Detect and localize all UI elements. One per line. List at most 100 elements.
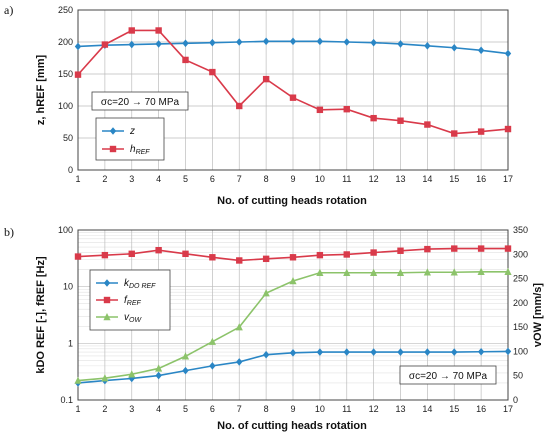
panel-b-x-tick-label: 3	[129, 404, 134, 414]
panel-b-x-axis-title: No. of cutting heads rotation	[217, 420, 367, 432]
panel-b-point-vow	[208, 337, 216, 345]
panel-a-x-tick-label: 1	[75, 174, 80, 184]
panel-a-point-href	[316, 106, 324, 114]
panel-b-point-kdo-ref	[236, 358, 243, 366]
panel-b-point-vow	[396, 268, 405, 276]
panel-b-point-fref	[477, 245, 485, 252]
panel-b-legend-label: fREF	[124, 295, 142, 307]
panel-a-point-href	[451, 130, 458, 137]
panel-a-point-z	[236, 38, 243, 46]
panel-b-x-tick-label: 7	[237, 404, 242, 414]
panel-b-legend-marker	[103, 279, 111, 287]
panel-b-point-kdo-ref	[370, 348, 377, 356]
panel-a-point-z	[504, 49, 512, 58]
panel-a-point-z	[262, 37, 270, 46]
panel-b-point-kdo-ref	[316, 348, 324, 356]
panel-a-point-z	[397, 40, 404, 48]
panel-b-x-tick-label: 8	[264, 404, 269, 414]
panel-b-point-kdo-ref	[343, 348, 350, 356]
panel-a-point-href	[182, 56, 189, 64]
panel-a-x-tick-label: 14	[422, 174, 432, 184]
panel-b-right-tick-label: 50	[513, 371, 523, 381]
panel-a-point-href	[370, 114, 377, 122]
panel-a-x-tick-label: 2	[102, 174, 107, 184]
panel-b-point-fref	[370, 249, 377, 256]
panel-b-point-vow	[128, 370, 136, 378]
panel-b-right-tick-label: 100	[513, 346, 528, 356]
panel-b-right-tick-label: 300	[513, 249, 528, 259]
panel-a-y-axis-title: z, hREF [mm]	[35, 55, 47, 126]
panel-b-point-kdo-ref	[209, 362, 216, 370]
panel-b-point-fref	[316, 251, 324, 259]
panel-b-point-kdo-ref	[397, 348, 404, 356]
panel-a-plot-frame	[77, 9, 509, 171]
panel-b-right-tick-label: 0	[513, 395, 518, 405]
panel-b-x-tick-label: 11	[342, 404, 351, 414]
panel-a-x-tick-label: 17	[503, 174, 513, 184]
panel-b-point-fref	[262, 255, 270, 263]
panel-b-point-fref	[209, 254, 216, 261]
panel-a-y-tick-label: 50	[63, 133, 73, 143]
panel-b-x-tick-label: 6	[210, 404, 215, 414]
panel-a-x-tick-label: 15	[449, 174, 459, 184]
panel-a-point-z	[209, 38, 216, 47]
panel-a-x-tick-label: 13	[395, 174, 405, 184]
panel-a-point-href	[236, 102, 243, 110]
panel-b-point-fref	[289, 254, 297, 261]
panel-b-legend-marker	[103, 296, 111, 304]
panel-a-y-tick-label: 100	[58, 101, 73, 111]
panel-b-right-axis-title: vOW [mm/s]	[532, 283, 544, 348]
panel-b-point-fref	[343, 251, 350, 258]
panel-a-y-tick-label: 150	[58, 69, 73, 79]
panel-a-label: a)	[4, 3, 13, 17]
panel-a-point-href	[155, 27, 162, 34]
panel-a-x-tick-label: 5	[183, 174, 188, 184]
panel-b-point-kdo-ref	[424, 348, 431, 356]
panel-b-left-tick-label: 100	[58, 225, 73, 235]
panel-a-x-tick-label: 12	[369, 174, 379, 184]
panel-b-legend-marker	[103, 313, 111, 321]
panel-b-x-tick-label: 16	[476, 404, 486, 414]
panel-a-x-tick-label: 8	[264, 174, 269, 184]
panel-b-point-fref	[451, 245, 458, 252]
panel-a-y-tick-label: 200	[58, 37, 73, 47]
panel-a-point-href	[397, 117, 404, 124]
panel-b-x-tick-label: 1	[75, 404, 80, 414]
panel-b-point-fref	[504, 245, 512, 252]
panel-a-point-href	[477, 128, 485, 135]
panel-b-point-vow	[74, 376, 82, 384]
panel-b-point-vow	[262, 289, 270, 297]
panel-a-x-tick-label: 9	[290, 174, 295, 184]
panel-b-right-tick-label: 350	[513, 225, 528, 235]
panel-a-legend-label: hREF	[130, 144, 150, 156]
panel-b-point-vow	[235, 323, 243, 331]
panel-b-point-kdo-ref	[155, 371, 162, 380]
panel-b-point-fref	[101, 251, 109, 259]
panel-b-point-fref	[424, 245, 431, 253]
panel-a-point-z	[182, 39, 189, 48]
panel-a-point-z	[289, 37, 297, 46]
panel-b-point-vow	[423, 268, 431, 276]
panel-b-point-vow	[101, 374, 109, 382]
panel-a-point-z	[424, 42, 431, 50]
panel-a-point-href	[128, 27, 135, 34]
panel-a-point-href	[101, 41, 109, 48]
panel-a-point-z	[316, 37, 324, 46]
panel-b-label: b)	[4, 225, 14, 239]
panel-b-point-kdo-ref	[504, 347, 512, 356]
panel-b-point-vow	[316, 268, 324, 276]
panel-a-point-z	[451, 43, 458, 52]
panel-b-point-fref	[182, 250, 189, 258]
panel-a-point-z	[74, 42, 82, 51]
panel-b-left-tick-label: 1	[68, 338, 73, 348]
panel-a-x-axis-title: No. of cutting heads rotation	[217, 195, 367, 207]
panel-a-legend	[95, 117, 165, 161]
panel-b-x-tick-label: 14	[422, 404, 432, 414]
panel-b-right-tick-label: 150	[513, 322, 528, 332]
panel-b-x-tick-label: 2	[102, 404, 107, 414]
panel-b-point-vow	[155, 364, 163, 372]
panel-b-point-fref	[74, 253, 82, 260]
panel-b-point-kdo-ref	[451, 348, 458, 356]
